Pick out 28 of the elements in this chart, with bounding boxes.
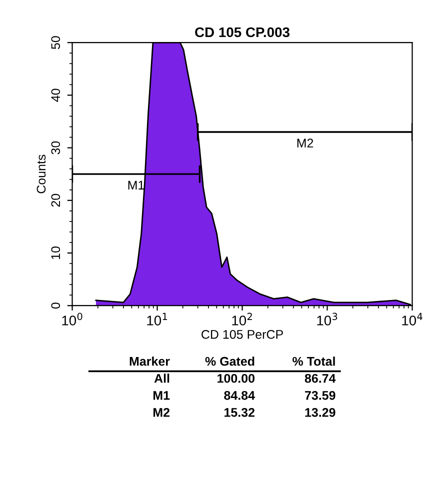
y-tick-label: 0	[51, 302, 60, 309]
x-tick-label: 10$^{0}$	[62, 312, 82, 326]
text: 100.00	[218, 374, 254, 383]
y-tick-label: 20	[51, 194, 60, 207]
y-tick-label: 30	[51, 141, 60, 154]
text: 15.32	[224, 408, 254, 417]
chart-title: CD 105 CP.003	[195, 27, 290, 38]
text: 84.84	[224, 390, 255, 400]
text: 13.29	[305, 408, 336, 417]
text: 73.59	[305, 390, 336, 400]
x-axis-title: CD 105 PerCP	[202, 330, 283, 339]
y-tick-label: 10	[51, 246, 60, 260]
text: % Gated	[205, 356, 254, 366]
series-label: M1	[128, 180, 144, 190]
text: All	[154, 374, 170, 383]
text: % Total	[292, 356, 335, 366]
y-tick-label: 50	[51, 36, 60, 50]
series-label: M2	[297, 138, 314, 148]
text: 86.74	[304, 374, 336, 383]
text: Marker	[130, 356, 170, 366]
text: M1	[153, 391, 170, 400]
x-tick-label: 10$^{2}$	[232, 312, 252, 326]
y-axis-title: Counts	[36, 154, 46, 194]
x-tick-label: 10$^{1}$	[147, 312, 168, 326]
x-tick-label: 10$^{3}$	[317, 312, 338, 326]
x-tick-label: 10$^{4}$	[402, 312, 422, 326]
y-tick-label: 40	[51, 88, 60, 102]
text: M2	[153, 408, 170, 417]
